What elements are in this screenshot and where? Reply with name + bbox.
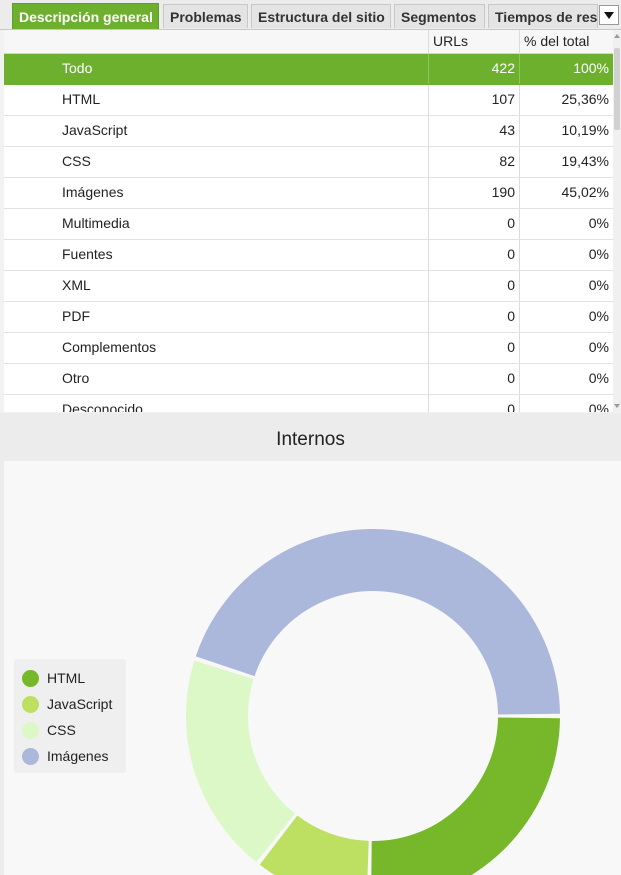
chart-legend: HTML JavaScript CSS Imágenes xyxy=(14,659,126,773)
row-pct-cell: 45,02% xyxy=(561,184,609,200)
row-urls-cell: 0 xyxy=(429,302,520,332)
row-urls-cell: 0 xyxy=(429,271,520,301)
row-name-cell: Todo xyxy=(4,54,429,84)
tab-descripcion-general[interactable]: Descripción general xyxy=(12,3,159,29)
table-row[interactable]: Complementos 0 0% xyxy=(4,333,613,364)
table-row[interactable]: Otro 0 0% xyxy=(4,364,613,395)
row-name-cell: Desconocido xyxy=(4,395,429,412)
legend-swatch xyxy=(22,722,39,739)
row-urls-cell: 82 xyxy=(429,147,520,177)
row-urls-cell: 0 xyxy=(429,209,520,239)
column-header-name[interactable] xyxy=(4,30,429,53)
row-name-cell: XML xyxy=(4,271,429,301)
row-pct-cell: 0% xyxy=(588,370,609,386)
row-urls-cell: 0 xyxy=(429,364,520,394)
tab-problemas[interactable]: Problemas xyxy=(163,4,248,28)
tab-tiempos-de-respuesta[interactable]: Tiempos de res xyxy=(488,4,598,28)
legend-label: JavaScript xyxy=(47,696,113,712)
row-name-cell: Imágenes xyxy=(4,178,429,208)
chart-title: Internos xyxy=(276,429,345,450)
table-row[interactable]: Imágenes 190 45,02% xyxy=(4,178,613,209)
table-row[interactable]: Desconocido 0 0% xyxy=(4,395,613,412)
row-pct-cell: 100% xyxy=(573,60,609,76)
row-name-cell: Otro xyxy=(4,364,429,394)
table-header: URLs % del total xyxy=(4,30,613,54)
legend-label: Imágenes xyxy=(47,748,109,764)
scroll-down-icon[interactable] xyxy=(614,404,620,408)
row-name-cell: JavaScript xyxy=(4,116,429,146)
table-row[interactable]: XML 0 0% xyxy=(4,271,613,302)
row-pct-cell: 0% xyxy=(588,401,609,412)
donut-slice-imágenes[interactable] xyxy=(195,529,560,715)
row-urls-cell: 422 xyxy=(429,54,520,84)
row-urls-cell: 0 xyxy=(429,395,520,412)
row-urls-cell: 0 xyxy=(429,333,520,363)
table-row[interactable]: PDF 0 0% xyxy=(4,302,613,333)
donut-slice-html[interactable] xyxy=(371,717,560,875)
scrollbar-thumb[interactable] xyxy=(614,48,620,130)
legend-swatch xyxy=(22,748,39,765)
legend-label: CSS xyxy=(47,722,76,738)
row-name-cell: CSS xyxy=(4,147,429,177)
table-row[interactable]: HTML 107 25,36% xyxy=(4,85,613,116)
tab-segmentos[interactable]: Segmentos xyxy=(394,4,485,28)
row-pct-cell: 0% xyxy=(588,246,609,262)
row-urls-cell: 190 xyxy=(429,178,520,208)
donut-chart xyxy=(185,529,560,875)
row-name-cell: Complementos xyxy=(4,333,429,363)
row-pct-cell: 19,43% xyxy=(561,153,609,169)
chart-area: Internos HTML JavaScript CSS Imágenes xyxy=(0,413,621,875)
column-header-urls[interactable]: URLs xyxy=(429,30,520,53)
row-name-cell: Fuentes xyxy=(4,240,429,270)
column-header-pct[interactable]: % del total xyxy=(524,33,590,49)
row-pct-cell: 25,36% xyxy=(561,91,609,107)
tab-overflow-button[interactable] xyxy=(599,5,619,25)
overview-table: URLs % del total Todo 422 100% HTML 107 25,36… xyxy=(4,30,613,412)
scroll-up-icon[interactable] xyxy=(614,34,620,38)
table-scrollbar[interactable] xyxy=(613,30,621,412)
row-name-cell: HTML xyxy=(4,85,429,115)
chevron-down-icon xyxy=(604,11,614,19)
row-pct-cell: 0% xyxy=(588,308,609,324)
donut-slice-javascript[interactable] xyxy=(259,815,369,875)
legend-label: HTML xyxy=(47,670,86,686)
chart-panel: HTML JavaScript CSS Imágenes xyxy=(4,461,621,875)
table-row[interactable]: CSS 82 19,43% xyxy=(4,147,613,178)
row-urls-cell: 107 xyxy=(429,85,520,115)
table-row[interactable]: Todo 422 100% xyxy=(4,54,613,85)
row-urls-cell: 0 xyxy=(429,240,520,270)
row-pct-cell: 10,19% xyxy=(561,122,609,138)
row-pct-cell: 0% xyxy=(588,215,609,231)
row-name-cell: PDF xyxy=(4,302,429,332)
table-row[interactable]: Multimedia 0 0% xyxy=(4,209,613,240)
donut-slice-css[interactable] xyxy=(185,660,295,863)
row-pct-cell: 0% xyxy=(588,277,609,293)
legend-swatch xyxy=(22,696,39,713)
table-row[interactable]: JavaScript 43 10,19% xyxy=(4,116,613,147)
row-name-cell: Multimedia xyxy=(4,209,429,239)
row-urls-cell: 43 xyxy=(429,116,520,146)
row-pct-cell: 0% xyxy=(588,339,609,355)
tab-bar: Descripción general Problemas Estructura… xyxy=(0,0,621,30)
legend-swatch xyxy=(22,670,39,687)
table-row[interactable]: Fuentes 0 0% xyxy=(4,240,613,271)
tab-estructura-del-sitio[interactable]: Estructura del sitio xyxy=(251,4,391,28)
